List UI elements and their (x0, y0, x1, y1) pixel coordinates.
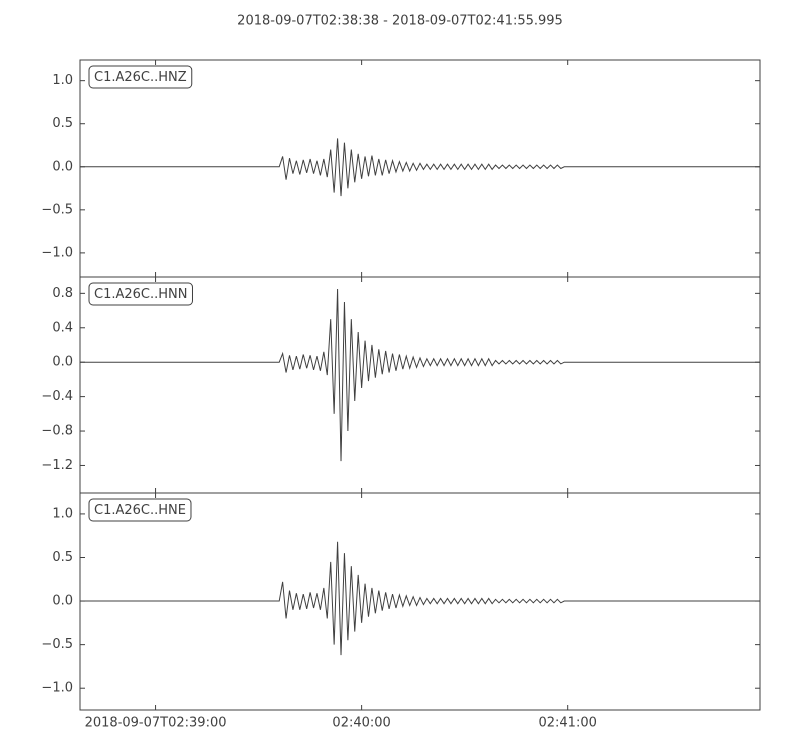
x-tick-label: 2018-09-07T02:39:00 (85, 716, 227, 731)
trace-label-box (88, 282, 193, 306)
figure-title: 2018-09-07T02:38:38 - 2018-09-07T02:41:5… (237, 14, 563, 29)
trace-label: C1.A26C..HNE (94, 503, 186, 518)
waveform (80, 541, 760, 656)
panel-frame (79, 276, 761, 494)
trace-label: C1.A26C..HNN (94, 287, 187, 302)
panel-frame (79, 492, 761, 711)
y-tick-label: 0.8 (52, 286, 73, 301)
trace-label-box (88, 65, 193, 89)
x-tick-label: 02:41:00 (538, 716, 596, 731)
trace-label-box (88, 498, 192, 522)
waveform (80, 289, 760, 462)
y-tick-label: −0.4 (41, 389, 73, 404)
x-tick-label: 02:40:00 (332, 716, 390, 731)
y-tick-label: 1.0 (52, 73, 73, 88)
y-tick-label: −0.8 (41, 424, 73, 439)
waveform (80, 138, 760, 197)
panel-frame (79, 59, 761, 278)
y-tick-label: 0.0 (52, 594, 73, 609)
y-tick-label: −1.2 (41, 458, 73, 473)
y-tick-label: 0.0 (52, 159, 73, 174)
y-tick-label: −0.5 (41, 637, 73, 652)
trace-label: C1.A26C..HNZ (94, 70, 187, 85)
y-tick-label: 0.0 (52, 355, 73, 370)
y-tick-label: 0.5 (52, 550, 73, 565)
y-tick-label: 0.5 (52, 116, 73, 131)
y-tick-label: 0.4 (52, 320, 73, 335)
y-tick-label: −1.0 (41, 245, 73, 260)
y-tick-label: 1.0 (52, 506, 73, 521)
y-tick-label: −0.5 (41, 202, 73, 217)
y-tick-label: −1.0 (41, 681, 73, 696)
